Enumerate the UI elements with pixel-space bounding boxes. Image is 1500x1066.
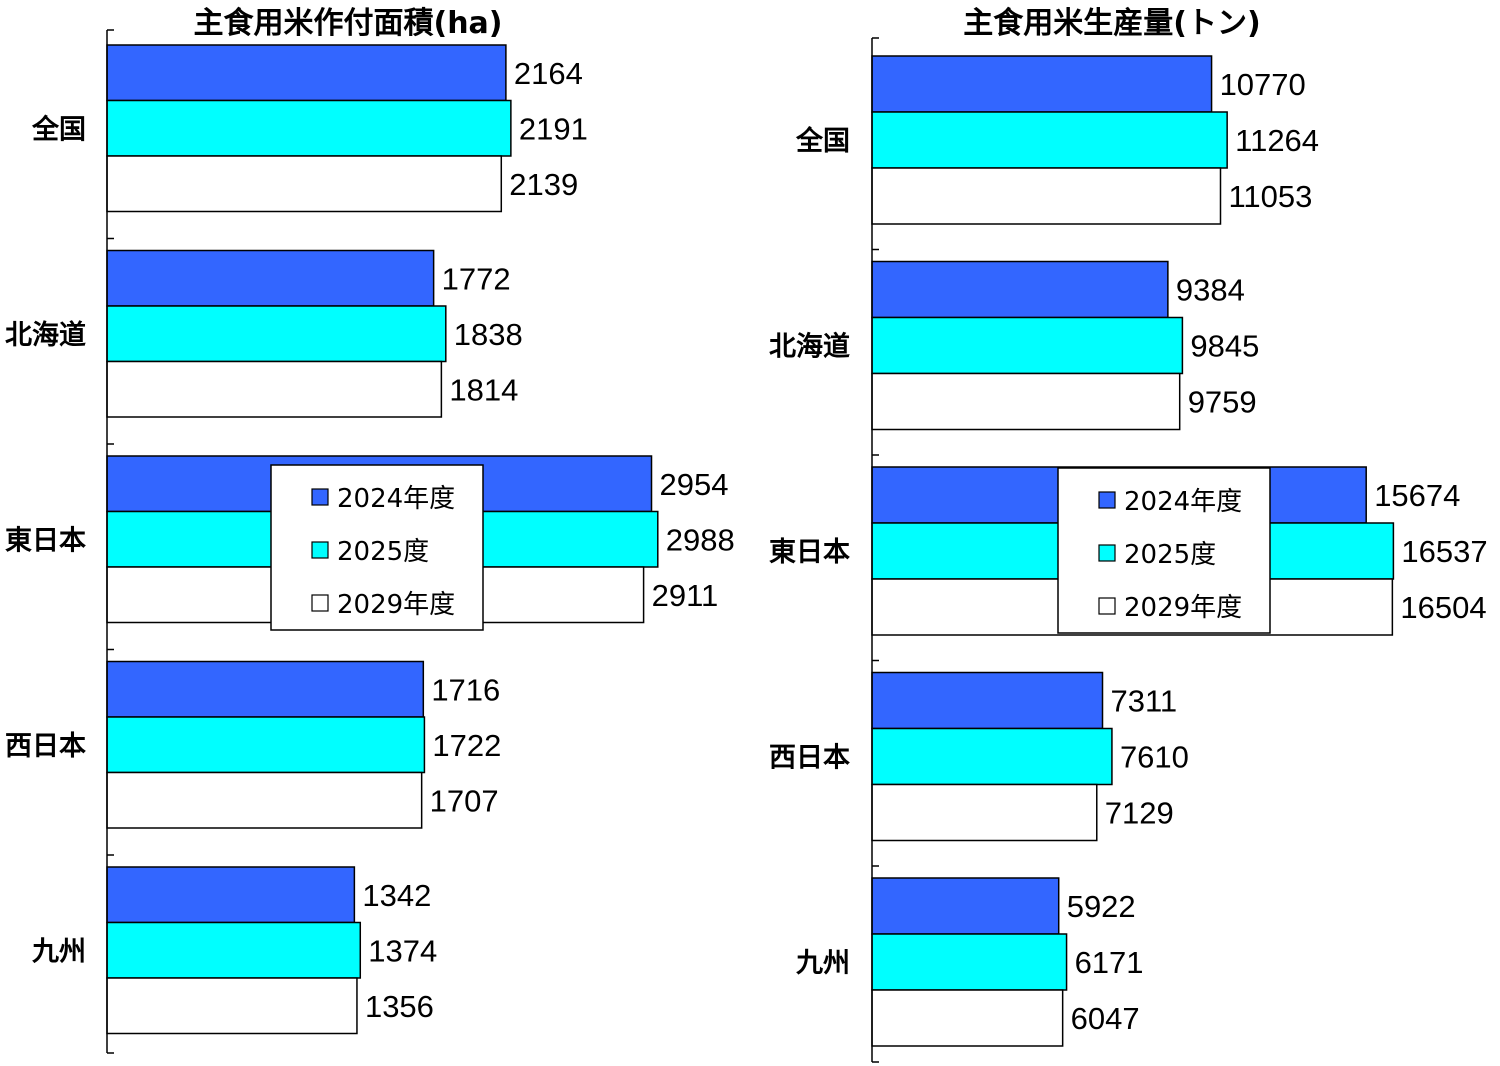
data-label: 16504 — [1400, 590, 1486, 625]
bar-2-2 — [871, 316, 1184, 375]
category-label: 北海道 — [5, 319, 86, 351]
legend-label: 2025度 — [1124, 540, 1216, 570]
category-label: 全国 — [31, 113, 86, 145]
bar-1-2 — [871, 260, 1169, 319]
data-label: 2191 — [519, 111, 588, 146]
bar-1-1 — [871, 55, 1213, 113]
bar-3-4 — [871, 783, 1098, 842]
legend-swatch — [311, 488, 329, 506]
legend-box — [270, 464, 484, 631]
bar-3-2 — [106, 360, 443, 418]
legend-label: 2029年度 — [1124, 593, 1242, 623]
bar-3-5 — [871, 989, 1064, 1047]
data-label: 15674 — [1374, 478, 1460, 513]
legend-swatch — [1098, 491, 1116, 509]
data-label: 1707 — [430, 783, 499, 818]
data-label: 2139 — [509, 167, 578, 202]
bar-2-5 — [106, 921, 362, 979]
data-label: 2988 — [666, 522, 735, 557]
data-label: 2164 — [514, 56, 583, 91]
bar-1-2 — [106, 249, 435, 307]
legend: 2024年度 2025度 2029年度 — [1057, 467, 1271, 634]
bar-2-1 — [871, 111, 1228, 169]
data-label: 6171 — [1075, 945, 1144, 980]
data-label: 1772 — [442, 261, 511, 296]
data-label: 1356 — [365, 989, 434, 1024]
data-label: 11264 — [1235, 123, 1319, 158]
data-label: 1716 — [431, 672, 500, 707]
legend-swatch — [1098, 597, 1116, 615]
bar-2-5 — [871, 933, 1068, 991]
category-label: 九州 — [796, 948, 850, 979]
category-label: 全国 — [795, 125, 850, 157]
legend-label: 2029年度 — [337, 590, 455, 620]
chart-title: 主食用米作付面積(ha) — [193, 6, 502, 41]
category-label: 東日本 — [769, 537, 850, 568]
bar-2-4 — [871, 727, 1113, 786]
legend-box — [1057, 467, 1271, 634]
data-label: 9759 — [1188, 385, 1257, 420]
category-label: 九州 — [32, 936, 86, 967]
legend-label: 2024年度 — [337, 484, 455, 514]
data-label: 16537 — [1401, 534, 1487, 569]
legend: 2024年度 2025度 2029年度 — [270, 464, 484, 631]
chart-title: 主食用米生産量(トン) — [963, 6, 1260, 41]
data-label: 10770 — [1220, 67, 1306, 102]
legend-label: 2025度 — [337, 537, 429, 567]
data-label: 7129 — [1105, 796, 1174, 831]
bar-3-4 — [106, 771, 423, 829]
data-label: 1374 — [368, 933, 437, 968]
bar-1-5 — [871, 877, 1060, 935]
bar-2-4 — [106, 716, 426, 774]
data-label: 2954 — [660, 467, 729, 502]
category-label: 北海道 — [769, 331, 850, 363]
chart-panel-1: 主食用米作付面積(ha) 2164 2191 2139 全国 1772 1838 1814 北海… — [5, 6, 735, 1054]
data-label: 7311 — [1111, 684, 1178, 719]
bar-1-4 — [106, 660, 425, 718]
legend-swatch — [311, 594, 329, 612]
data-label: 7610 — [1120, 740, 1189, 775]
data-label: 11053 — [1228, 179, 1312, 214]
data-label: 1838 — [454, 317, 523, 352]
category-label: 東日本 — [5, 525, 86, 556]
bar-1-4 — [871, 671, 1104, 730]
data-label: 1814 — [449, 372, 518, 407]
bar-3-1 — [871, 167, 1222, 225]
data-label: 1342 — [362, 878, 431, 913]
bar-2-1 — [106, 99, 512, 157]
bar-3-5 — [106, 977, 358, 1035]
legend-swatch — [311, 541, 329, 559]
bar-1-5 — [106, 866, 356, 924]
category-label: 西日本 — [769, 743, 850, 774]
data-label: 1722 — [432, 728, 501, 763]
category-label: 西日本 — [5, 731, 86, 762]
data-label: 6047 — [1071, 1001, 1140, 1036]
data-label: 2911 — [652, 578, 719, 613]
data-label: 9384 — [1176, 273, 1245, 308]
data-label: 5922 — [1067, 889, 1136, 924]
bar-2-2 — [106, 305, 447, 363]
bar-1-1 — [106, 44, 507, 102]
chart-panel-2: 主食用米生産量(トン) 10770 11264 11053 全国 9384 9845 9759… — [769, 6, 1488, 1063]
bar-3-1 — [106, 155, 503, 213]
legend-swatch — [1098, 544, 1116, 562]
data-label: 9845 — [1190, 329, 1259, 364]
bar-3-2 — [871, 372, 1181, 431]
legend-label: 2024年度 — [1124, 487, 1242, 517]
